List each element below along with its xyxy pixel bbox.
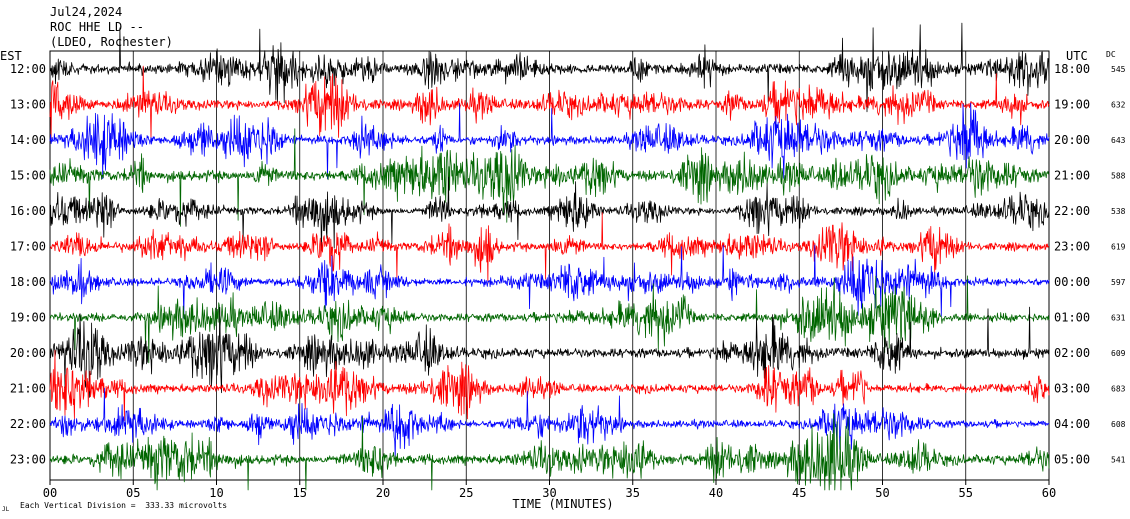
header-date: Jul24,2024 xyxy=(50,5,122,19)
est-label-2: 14:00 xyxy=(10,133,46,147)
utc-label-4: 22:00 xyxy=(1054,204,1090,218)
utc-label-6: 00:00 xyxy=(1054,275,1090,289)
x-tick-label-1: 05 xyxy=(126,486,140,500)
trace-1200 xyxy=(49,22,1050,113)
header-station: ROC HHE LD -- xyxy=(50,20,144,34)
est-label-1: 13:00 xyxy=(10,98,46,112)
dc-value-3: 588 xyxy=(1111,172,1126,181)
x-tick-label-12: 60 xyxy=(1042,486,1056,500)
dc-value-11: 541 xyxy=(1111,456,1126,465)
dc-value-10: 608 xyxy=(1111,420,1126,429)
x-tick-label-4: 20 xyxy=(376,486,390,500)
x-tick-label-2: 10 xyxy=(209,486,223,500)
utc-label-7: 01:00 xyxy=(1054,311,1090,325)
corner-mark: JL xyxy=(2,506,10,513)
utc-label-0: 18:00 xyxy=(1054,62,1090,76)
dc-value-1: 632 xyxy=(1111,101,1126,110)
dc-value-2: 643 xyxy=(1111,136,1126,145)
x-tick-label-7: 35 xyxy=(626,486,640,500)
utc-hour-labels: 18:00 19:00 20:00 21:00 22:00 23:00 00:00 01:00… xyxy=(1054,62,1090,467)
trace-1700 xyxy=(49,212,1050,284)
utc-label-8: 02:00 xyxy=(1054,346,1090,360)
header-location: (LDEO, Rochester) xyxy=(50,35,173,49)
utc-label-11: 05:00 xyxy=(1054,453,1090,467)
trace-1600 xyxy=(49,176,1050,252)
x-tick-label-5: 25 xyxy=(459,486,473,500)
traces xyxy=(49,22,1050,491)
x-tick-label-11: 55 xyxy=(959,486,973,500)
dc-label: DC xyxy=(1106,50,1116,59)
dc-value-9: 683 xyxy=(1111,385,1126,394)
trace-2300 xyxy=(49,413,1050,491)
trace-1900 xyxy=(49,275,1050,364)
x-tick-labels: 00 05 10 15 20 25 30 35 40 45 50 55 60 xyxy=(43,480,1056,500)
utc-label-2: 20:00 xyxy=(1054,133,1090,147)
trace-1400 xyxy=(49,102,1050,180)
dc-value-4: 538 xyxy=(1111,207,1126,216)
est-label-0: 12:00 xyxy=(10,62,46,76)
utc-label-10: 04:00 xyxy=(1054,417,1090,431)
dc-value-5: 619 xyxy=(1111,243,1126,252)
utc-label-3: 21:00 xyxy=(1054,169,1090,183)
trace-2100 xyxy=(49,349,1050,422)
dc-values: 545 632 643 588 538 619 597 631 609 683 608 541 xyxy=(1111,65,1126,465)
x-tick-label-6: 30 xyxy=(542,486,556,500)
est-zone-label: EST xyxy=(0,49,22,63)
dc-value-7: 631 xyxy=(1111,314,1126,323)
est-label-4: 16:00 xyxy=(10,204,46,218)
trace-1300 xyxy=(49,65,1050,140)
dc-value-0: 545 xyxy=(1111,65,1126,74)
est-label-9: 21:00 xyxy=(10,382,46,396)
x-tick-label-0: 00 xyxy=(43,486,57,500)
est-label-6: 18:00 xyxy=(10,275,46,289)
dc-value-6: 597 xyxy=(1111,278,1126,287)
x-tick-label-8: 40 xyxy=(709,486,723,500)
trace-1500 xyxy=(49,128,1050,227)
est-label-10: 22:00 xyxy=(10,417,46,431)
vertical-division-note: Each Vertical Division = 333.33 microvol… xyxy=(20,501,227,510)
est-label-3: 15:00 xyxy=(10,169,46,183)
utc-label-9: 03:00 xyxy=(1054,382,1090,396)
est-hour-labels: 12:00 13:00 14:00 15:00 16:00 17:00 18:00 19:00… xyxy=(10,62,46,467)
grid-lines xyxy=(132,51,967,480)
x-axis-title: TIME (MINUTES) xyxy=(512,497,613,511)
est-label-5: 17:00 xyxy=(10,240,46,254)
dc-value-8: 609 xyxy=(1111,349,1126,358)
est-label-8: 20:00 xyxy=(10,346,46,360)
x-tick-label-10: 50 xyxy=(875,486,889,500)
trace-1800 xyxy=(49,244,1050,319)
utc-label-5: 23:00 xyxy=(1054,240,1090,254)
est-label-7: 19:00 xyxy=(10,311,46,325)
utc-zone-label: UTC xyxy=(1066,49,1088,63)
x-tick-label-9: 45 xyxy=(792,486,806,500)
trace-2000 xyxy=(49,306,1050,398)
x-tick-label-3: 15 xyxy=(293,486,307,500)
est-label-11: 23:00 xyxy=(10,453,46,467)
trace-2200 xyxy=(49,387,1050,459)
utc-label-1: 19:00 xyxy=(1054,98,1090,112)
